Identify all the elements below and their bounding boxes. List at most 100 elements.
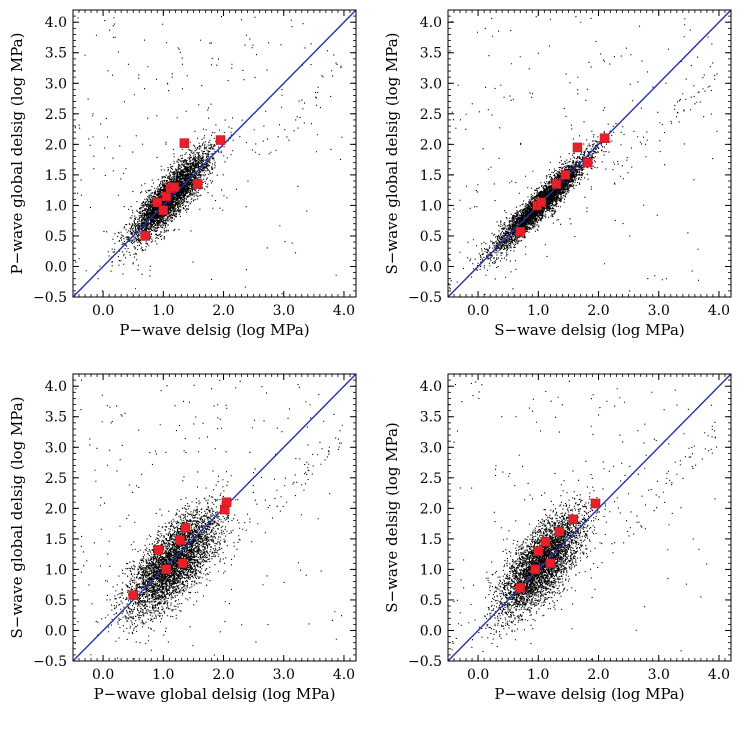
highlight-point bbox=[515, 226, 526, 237]
highlight-point bbox=[179, 138, 190, 148]
x-tick-label: 2.0 bbox=[587, 303, 609, 319]
x-tick-label: 3.0 bbox=[648, 303, 670, 319]
y-tick-label: 1.5 bbox=[420, 532, 442, 548]
y-tick-label: 2.0 bbox=[45, 137, 67, 153]
highlight-point bbox=[140, 231, 151, 241]
x-tick-label: 0.0 bbox=[467, 667, 489, 683]
y-tick-label: 0.0 bbox=[420, 259, 442, 275]
y-tick-label: 3.5 bbox=[45, 410, 67, 426]
y-tick-label: 0.5 bbox=[45, 229, 67, 245]
y-tick-label: 0.5 bbox=[45, 593, 67, 609]
x-tick-label: 1.0 bbox=[152, 303, 174, 319]
one-to-one-line bbox=[448, 374, 731, 661]
scatter-plot-p-vs-pglobal: −0.5 0.0 0.5 1.0 1.5 2.0 2.5 3.0 3.5 4.0 0.0 1.0 2.0… bbox=[8, 9, 357, 339]
x-tick-label: 0.0 bbox=[92, 303, 114, 319]
y-tick-label: 1.0 bbox=[45, 562, 67, 578]
y-tick-label: 0.0 bbox=[45, 623, 67, 639]
y-tick-label: 0.0 bbox=[420, 623, 442, 639]
x-tick-label: 1.0 bbox=[527, 667, 549, 683]
highlight-point bbox=[161, 191, 172, 201]
y-axis-label: S−wave delsig (log MPa) bbox=[383, 422, 401, 613]
x-tick-label: 4.0 bbox=[708, 667, 730, 683]
highlight-point bbox=[221, 497, 232, 507]
y-tick-label: 3.5 bbox=[45, 46, 67, 62]
scatter-panel-p-vs-pglobal: −0.5 0.0 0.5 1.0 1.5 2.0 2.5 3.0 3.5 4.0 0.0 1.0 2.0… bbox=[0, 0, 375, 364]
y-tick-label: 2.5 bbox=[420, 471, 442, 487]
y-tick-label: −0.5 bbox=[408, 290, 442, 306]
x-tick-label: 3.0 bbox=[273, 667, 295, 683]
y-tick-label: 4.0 bbox=[420, 379, 442, 395]
highlight-point bbox=[152, 197, 163, 208]
highlight-point bbox=[158, 205, 169, 216]
y-tick-label: 1.5 bbox=[45, 532, 67, 548]
background-points bbox=[448, 380, 718, 660]
plot-frame bbox=[72, 9, 357, 298]
x-tick-label: 2.0 bbox=[212, 303, 234, 319]
highlight-point bbox=[568, 514, 578, 525]
highlight-point bbox=[545, 558, 556, 569]
highlight-point bbox=[177, 558, 188, 569]
y-tick-label: 3.0 bbox=[420, 440, 442, 456]
highlight-point bbox=[536, 197, 547, 208]
y-tick-label: 3.0 bbox=[45, 76, 67, 92]
y-tick-label: −0.5 bbox=[33, 290, 67, 306]
y-tick-label: 1.0 bbox=[420, 562, 442, 578]
y-tick-label: 1.0 bbox=[45, 198, 67, 214]
y-tick-label: 4.0 bbox=[420, 15, 442, 31]
x-tick-label: 0.0 bbox=[92, 667, 114, 683]
y-tick-label: 2.0 bbox=[45, 501, 67, 517]
one-to-one-line bbox=[73, 10, 356, 297]
x-tick-label: 4.0 bbox=[333, 667, 355, 683]
plot-frame bbox=[447, 9, 732, 298]
highlight-point bbox=[540, 537, 551, 547]
highlight-point bbox=[572, 142, 583, 153]
highlight-point bbox=[533, 546, 544, 556]
highlight-point bbox=[560, 170, 571, 180]
y-tick-label: −0.5 bbox=[33, 654, 67, 670]
x-axis-label: S−wave delsig (log MPa) bbox=[494, 321, 685, 339]
y-axis-label: S−wave global delsig (log MPa) bbox=[8, 396, 26, 638]
y-tick-label: 0.0 bbox=[45, 259, 67, 275]
scatter-plot-s-vs-sglobal: −0.5 0.0 0.5 1.0 1.5 2.0 2.5 3.0 3.5 4.0 0.0 1.0 2.0… bbox=[383, 9, 732, 339]
plot-frame bbox=[447, 373, 732, 662]
highlight-point bbox=[161, 564, 172, 575]
y-tick-label: 1.5 bbox=[45, 168, 67, 184]
x-tick-label: 3.0 bbox=[648, 667, 670, 683]
one-to-one-line bbox=[73, 374, 356, 661]
y-tick-label: 2.0 bbox=[420, 137, 442, 153]
background-points bbox=[73, 16, 343, 297]
y-tick-label: 0.5 bbox=[420, 593, 442, 609]
y-axis-label: P−wave global delsig (log MPa) bbox=[8, 33, 26, 275]
y-tick-label: 3.5 bbox=[420, 410, 442, 426]
x-tick-label: 3.0 bbox=[273, 303, 295, 319]
y-tick-label: 3.0 bbox=[420, 76, 442, 92]
highlight-point bbox=[169, 182, 179, 192]
highlight-point bbox=[554, 526, 565, 537]
y-tick-label: 2.5 bbox=[45, 107, 67, 123]
y-tick-label: 4.0 bbox=[45, 379, 67, 395]
highlight-point bbox=[180, 523, 191, 533]
highlight-point bbox=[530, 564, 541, 575]
y-tick-label: −0.5 bbox=[408, 654, 442, 670]
x-tick-label: 4.0 bbox=[333, 303, 355, 319]
highlight-point bbox=[215, 135, 226, 145]
plot-frame bbox=[72, 373, 357, 662]
y-tick-label: 4.0 bbox=[45, 15, 67, 31]
highlight-point bbox=[153, 545, 164, 555]
y-tick-label: 3.0 bbox=[45, 440, 67, 456]
scatter-plot-p-vs-s: −0.5 0.0 0.5 1.0 1.5 2.0 2.5 3.0 3.5 4.0 0.0 1.0 2.0… bbox=[383, 373, 732, 703]
x-tick-label: 1.0 bbox=[152, 667, 174, 683]
x-tick-label: 1.0 bbox=[527, 303, 549, 319]
y-axis-label: S−wave global delsig (log MPa) bbox=[383, 32, 401, 274]
highlight-point bbox=[582, 157, 593, 168]
x-axis-label: P−wave delsig (log MPa) bbox=[494, 685, 684, 703]
y-tick-label: 0.5 bbox=[420, 229, 442, 245]
highlight-point bbox=[551, 179, 562, 189]
x-tick-label: 2.0 bbox=[212, 667, 234, 683]
x-tick-label: 4.0 bbox=[708, 303, 730, 319]
one-to-one-line bbox=[448, 10, 731, 297]
y-tick-label: 3.5 bbox=[420, 46, 442, 62]
highlight-point bbox=[175, 535, 185, 545]
scatter-plot-pglobal-vs-sglobal: −0.5 0.0 0.5 1.0 1.5 2.0 2.5 3.0 3.5 4.0 0.0 1.0 2.0… bbox=[8, 373, 357, 703]
y-tick-label: 2.0 bbox=[420, 501, 442, 517]
